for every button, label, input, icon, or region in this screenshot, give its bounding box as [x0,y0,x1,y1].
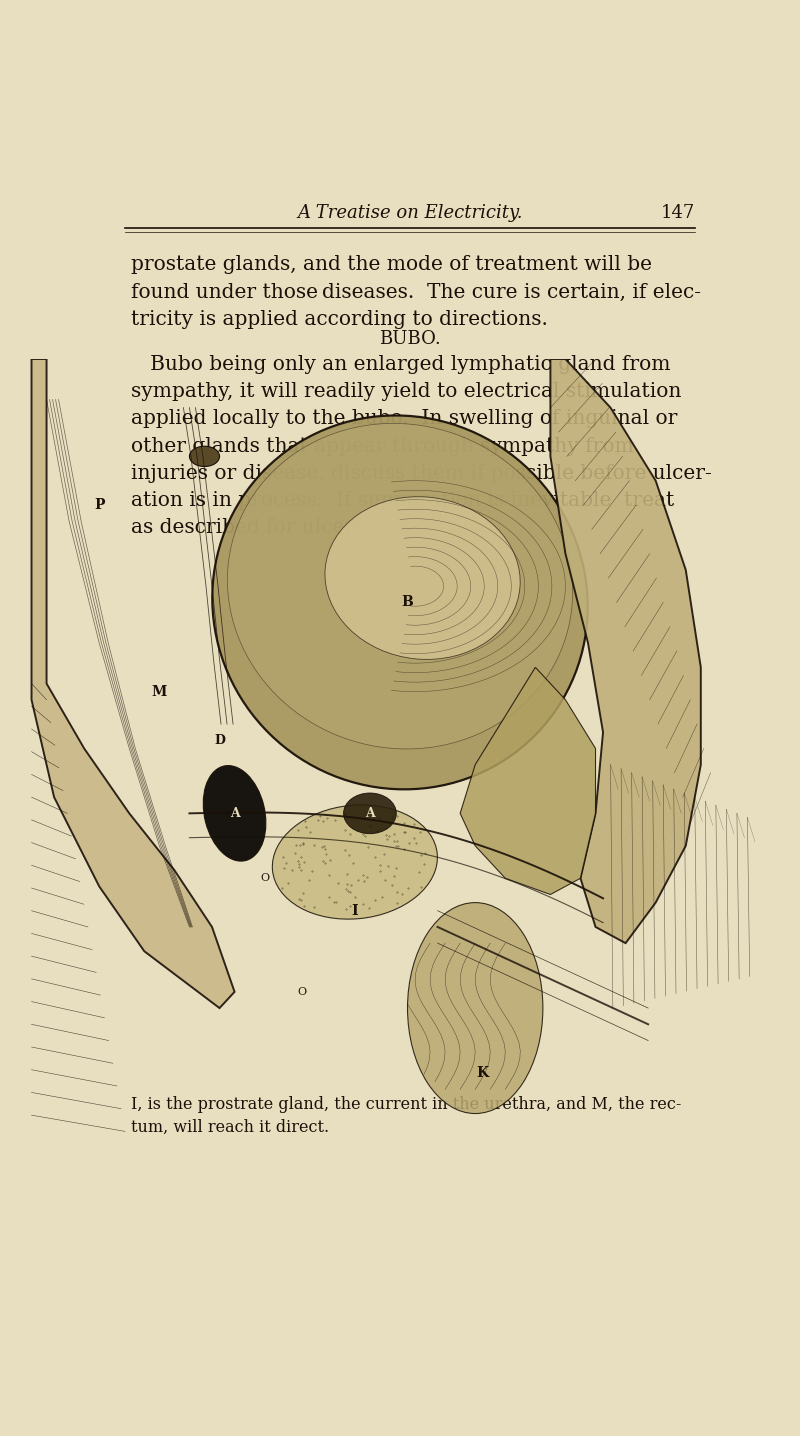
Text: A: A [230,807,239,820]
Text: P: P [94,498,105,513]
Ellipse shape [203,765,266,862]
Text: A Treatise on Electricity.: A Treatise on Electricity. [298,204,522,223]
Text: BUBO.: BUBO. [379,330,441,349]
Polygon shape [460,668,595,895]
Ellipse shape [272,806,438,919]
Text: I: I [351,903,358,918]
Text: prostate glands, and the mode of treatment will be
found under those diseases.  : prostate glands, and the mode of treatme… [131,256,701,329]
Polygon shape [31,359,234,1008]
Ellipse shape [407,903,543,1113]
Text: I, is the prostrate gland, the current in the urethra, and M, the rec-
tum, will: I, is the prostrate gland, the current i… [131,1096,682,1136]
Ellipse shape [190,447,219,467]
Text: M: M [152,685,167,699]
Ellipse shape [227,424,573,750]
Text: 147: 147 [661,204,695,223]
Ellipse shape [344,793,396,834]
Text: B: B [402,596,414,609]
Text: D: D [214,734,225,747]
Text: O: O [298,987,307,997]
Ellipse shape [212,415,588,790]
Text: A: A [365,807,374,820]
Polygon shape [550,359,701,943]
Ellipse shape [325,497,520,659]
Text: Bubo being only an enlarged lymphatic gland from
sympathy, it will readily yield: Bubo being only an enlarged lymphatic gl… [131,355,712,537]
Text: O: O [260,873,270,883]
Text: K: K [477,1066,489,1080]
